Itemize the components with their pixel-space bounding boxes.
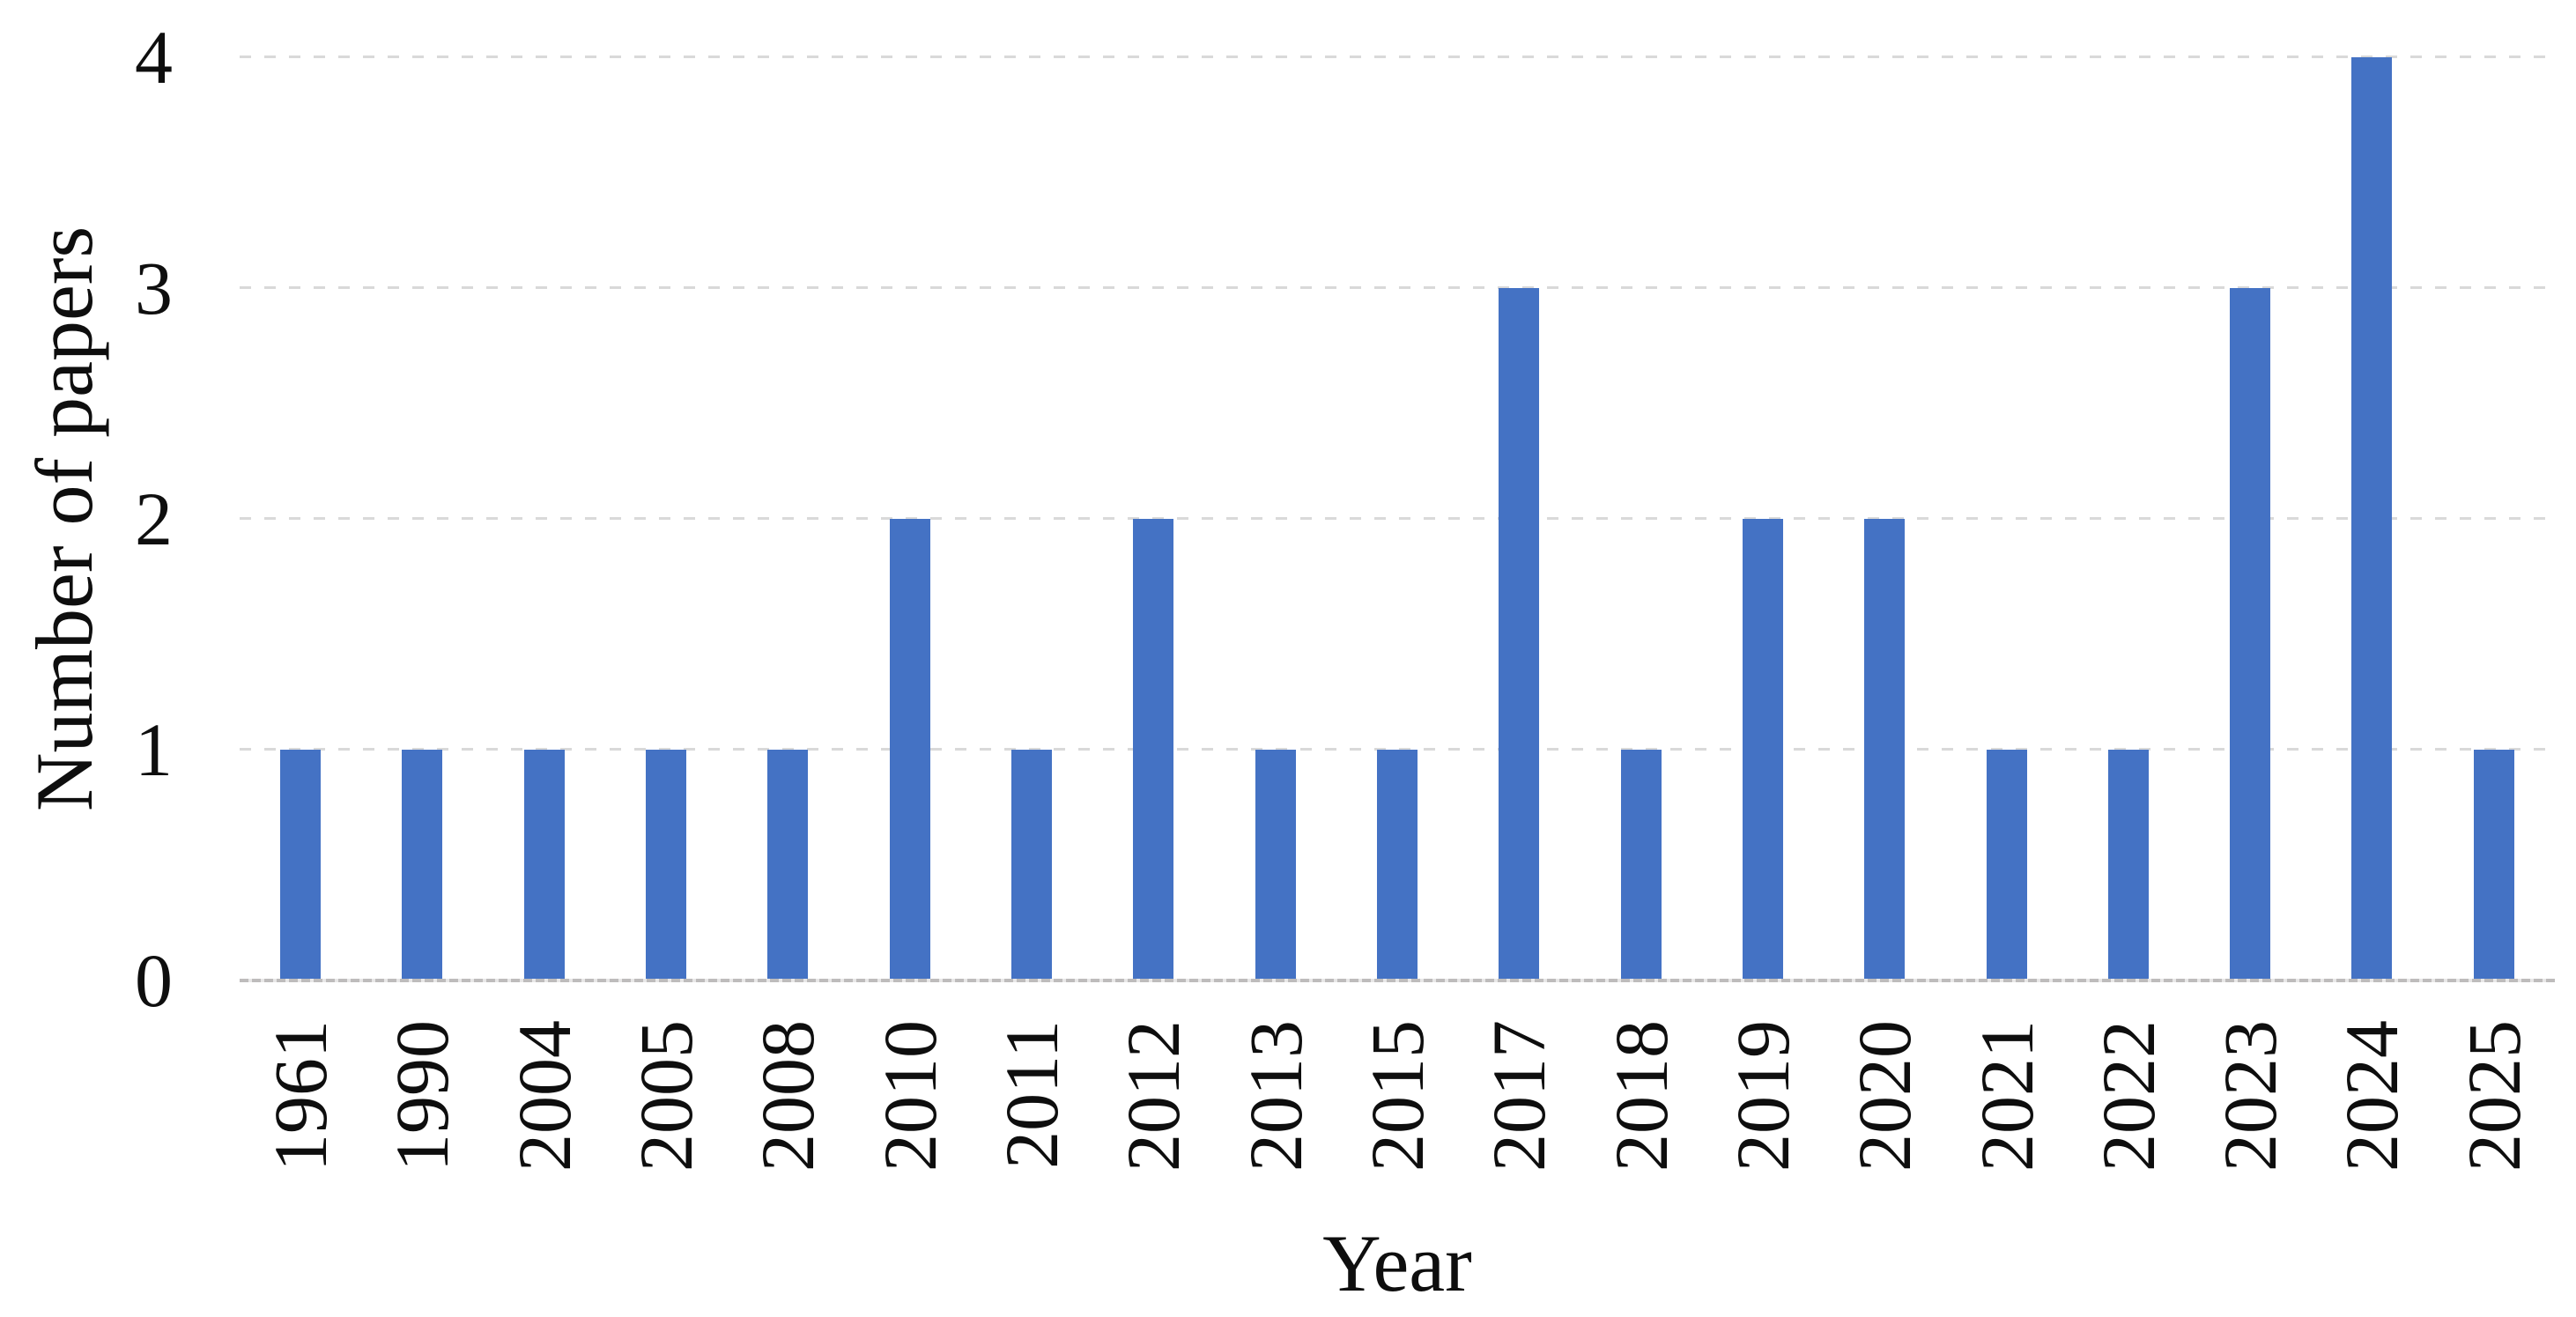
- bar: [2107, 750, 2149, 980]
- bar-slot: [2189, 57, 2311, 980]
- bar: [1255, 750, 1296, 980]
- bar-slot: [1092, 57, 1214, 980]
- gridline: [240, 286, 2555, 289]
- x-tick-label: 2018: [1598, 1020, 1684, 1172]
- bar: [523, 750, 565, 980]
- bar-slot: [361, 57, 483, 980]
- bar-slot: [484, 57, 605, 980]
- gridline: [240, 748, 2555, 751]
- bar: [646, 750, 687, 980]
- x-tick-label: 2013: [1232, 1020, 1318, 1172]
- x-tick-label: 2012: [1111, 1020, 1196, 1172]
- bar-slot: [971, 57, 1092, 980]
- bar-slot: [849, 57, 971, 980]
- plot-area: [240, 55, 2555, 982]
- bar-slot: [2311, 57, 2432, 980]
- x-axis-line: [240, 979, 2555, 982]
- bar: [1864, 519, 1906, 980]
- bar: [2473, 750, 2514, 980]
- x-tick-label: 2023: [2208, 1020, 2293, 1172]
- bars-group: [240, 57, 2555, 980]
- bar-slot: [240, 57, 361, 980]
- bar-slot: [727, 57, 848, 980]
- bar: [1620, 750, 1662, 980]
- bar-slot: [1580, 57, 1701, 980]
- bar-slot: [1702, 57, 1824, 980]
- bar-slot: [1458, 57, 1580, 980]
- x-tick-label: 2022: [2085, 1020, 2171, 1172]
- bar: [280, 750, 322, 980]
- bar: [889, 519, 930, 980]
- x-tick-label: 2024: [2329, 1020, 2415, 1172]
- bar-slot: [1945, 57, 2067, 980]
- bar: [2230, 288, 2271, 980]
- bar-slot: [1336, 57, 1458, 980]
- bar: [1133, 519, 1174, 980]
- bar-slot: [2433, 57, 2555, 980]
- bar: [1376, 750, 1418, 980]
- bar: [767, 750, 809, 980]
- y-tick-label: 2: [135, 477, 173, 561]
- x-tick-label: 2021: [1964, 1020, 2049, 1172]
- bar: [1742, 519, 1783, 980]
- x-tick-label: 2017: [1477, 1020, 1562, 1172]
- x-tick-label: 2020: [1842, 1020, 1928, 1172]
- x-tick-label: 1961: [258, 1020, 344, 1172]
- bar-slot: [1215, 57, 1336, 980]
- y-tick-label: 0: [135, 938, 173, 1023]
- x-tick-label: 2019: [1720, 1020, 1805, 1172]
- x-axis-title: Year: [1322, 1218, 1472, 1308]
- bar: [1986, 750, 2027, 980]
- bar: [2351, 57, 2393, 980]
- bar-slot: [1824, 57, 1945, 980]
- x-tick-label: 2025: [2451, 1020, 2536, 1172]
- bar: [402, 750, 443, 980]
- x-tick-label: 1990: [380, 1020, 465, 1172]
- x-tick-label: 2005: [624, 1020, 709, 1172]
- gridline: [240, 517, 2555, 520]
- bar-slot: [2068, 57, 2189, 980]
- bar: [1499, 288, 1540, 980]
- x-tick-label: 2015: [1354, 1020, 1440, 1172]
- bar: [1011, 750, 1053, 980]
- y-tick-label: 3: [135, 246, 173, 330]
- gridline: [240, 55, 2555, 58]
- y-tick-label: 4: [135, 15, 173, 100]
- x-tick-label: 2010: [867, 1020, 952, 1172]
- x-tick-label: 2008: [745, 1020, 831, 1172]
- x-tick-label: 2004: [501, 1020, 587, 1172]
- y-tick-label: 1: [135, 707, 173, 792]
- bar-slot: [605, 57, 727, 980]
- x-tick-label: 2011: [989, 1020, 1075, 1169]
